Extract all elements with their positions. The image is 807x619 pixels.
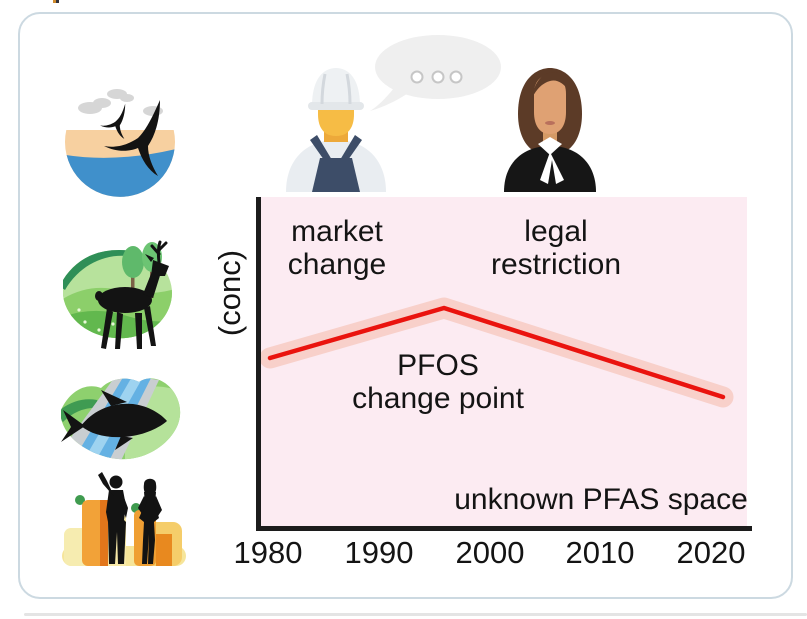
judge-lips <box>545 121 555 125</box>
fish-silhouette-icon <box>61 390 167 450</box>
tick-2020: 2020 <box>676 535 746 570</box>
speech-bubble-icon <box>370 35 501 111</box>
ellipsis-dots-icon <box>410 70 463 84</box>
annotation-line: change <box>287 248 387 281</box>
annotation-line: unknown PFAS space <box>454 483 748 516</box>
annotation-line: change point <box>352 382 524 415</box>
judge-face <box>534 75 566 134</box>
cropped-text-fragment <box>53 0 56 3</box>
annotation-line: market <box>291 215 383 248</box>
tree-trunk <box>131 268 135 306</box>
plot-area <box>261 197 747 526</box>
industry-worker-icon <box>286 68 386 192</box>
clouds-icon <box>78 89 163 116</box>
judge-jabot <box>538 137 564 184</box>
next-card-edge <box>24 613 807 616</box>
tick-1990: 1990 <box>344 535 414 570</box>
y-axis-line <box>256 197 261 531</box>
worker-apron <box>310 135 362 192</box>
annotation-legal-restriction: legal restriction <box>491 215 621 281</box>
annotation-market-change: market change <box>288 215 386 281</box>
hard-hat-icon <box>312 68 360 106</box>
tick-1980: 1980 <box>233 535 303 570</box>
deer-silhouette-icon <box>95 240 169 349</box>
cropped-text-fragment <box>56 0 59 3</box>
annotation-line: legal <box>524 215 588 248</box>
annotation-line: PFOS <box>397 349 479 382</box>
tick-2010: 2010 <box>565 535 635 570</box>
tick-2000: 2000 <box>455 535 525 570</box>
people-city-icon <box>62 472 186 566</box>
annotation-line: restriction <box>490 248 622 281</box>
x-axis-line <box>256 526 752 531</box>
people-silhouettes-icon <box>98 472 162 564</box>
annotation-unknown-pfas-space: unknown PFAS space <box>454 483 748 516</box>
judge-icon <box>504 68 596 192</box>
tree-icon <box>122 246 144 278</box>
deer-meadow-icon <box>63 240 172 349</box>
fish-river-icon <box>61 378 181 460</box>
trend-line <box>267 305 726 400</box>
seabirds-coast-icon <box>64 89 175 197</box>
judge-fringe <box>532 72 571 98</box>
y-axis-label: (conc) <box>212 249 247 337</box>
bird-silhouettes-icon <box>100 100 160 176</box>
annotation-pfos-change-point: PFOS change point <box>352 349 524 415</box>
pfos-trend-line <box>261 297 734 408</box>
